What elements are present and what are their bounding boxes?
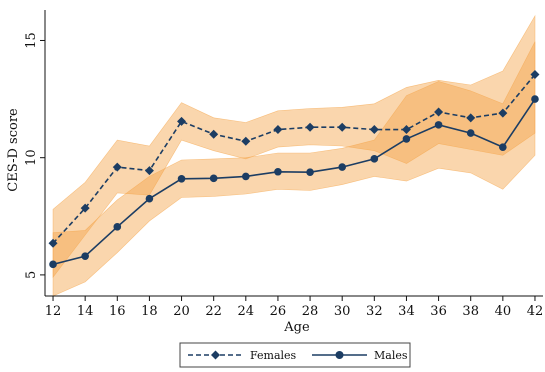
point-females-20: [177, 116, 187, 126]
point-males-32: [370, 155, 379, 163]
point-females-34: [401, 125, 411, 135]
y-tick-label-15: 15: [24, 32, 39, 49]
x-tick-label-14: 14: [77, 304, 94, 319]
point-males-30: [338, 163, 346, 171]
series-markers: [48, 69, 540, 269]
point-females-30: [337, 122, 347, 132]
point-males-16: [113, 223, 122, 231]
point-males-20: [177, 174, 186, 183]
point-females-42: [530, 69, 540, 79]
ci-band-males: [52, 41, 536, 297]
series-lines: [52, 73, 536, 266]
y-tick-label-5: 5: [24, 271, 39, 279]
x-tick-label-38: 38: [462, 304, 479, 319]
point-females-22: [209, 129, 219, 139]
legend-males-marker: [335, 351, 344, 359]
x-tick-label-32: 32: [366, 304, 383, 319]
point-females-18: [144, 166, 154, 176]
point-males-22: [209, 174, 218, 183]
x-tick-label-12: 12: [45, 304, 62, 319]
point-females-16: [112, 162, 122, 172]
point-females-12: [48, 238, 58, 248]
x-tick-label-34: 34: [398, 304, 415, 319]
point-females-14: [80, 203, 90, 213]
axes: 12 14 16 18 20 22 24 26 28 30 32 34 36 38 40 42 5 10 15: [24, 10, 543, 319]
series-line-males: [52, 98, 536, 266]
x-tick-label-40: 40: [495, 304, 512, 319]
point-males-12: [49, 260, 57, 269]
x-tick-label-42: 42: [527, 304, 544, 319]
x-tick-label-36: 36: [430, 304, 447, 319]
x-tick-label-22: 22: [205, 304, 222, 319]
legend-females-marker: [211, 350, 220, 360]
legend: Females Males: [179, 342, 411, 368]
point-females-32: [369, 125, 379, 135]
x-tick-label-28: 28: [302, 304, 319, 319]
point-males-28: [306, 168, 314, 177]
x-axis-label: Age: [283, 320, 310, 335]
x-tick-label-20: 20: [173, 304, 190, 319]
point-males-24: [242, 172, 250, 181]
point-males-42: [531, 95, 539, 103]
point-males-36: [434, 121, 443, 129]
point-males-26: [274, 167, 282, 176]
legend-females-label: Females: [250, 349, 297, 362]
confidence-bands: [52, 14, 536, 297]
x-tick-label-16: 16: [109, 304, 126, 319]
point-males-18: [145, 194, 154, 203]
point-females-36: [434, 107, 444, 117]
point-females-26: [273, 125, 283, 135]
point-females-28: [305, 122, 315, 132]
x-tick-label-18: 18: [141, 304, 158, 319]
y-tick-label-10: 10: [24, 149, 39, 166]
x-tick-label-24: 24: [238, 304, 255, 319]
y-axis-label: CES-D score: [6, 108, 21, 192]
point-males-14: [81, 252, 89, 260]
point-males-38: [466, 129, 475, 137]
point-males-34: [402, 135, 411, 143]
series-line-females: [52, 73, 536, 244]
point-males-40: [499, 143, 507, 151]
x-tick-label-26: 26: [270, 304, 287, 319]
point-females-38: [466, 113, 476, 123]
point-females-40: [498, 108, 508, 118]
legend-males-label: Males: [374, 349, 408, 362]
point-females-24: [241, 136, 251, 146]
x-tick-label-30: 30: [334, 304, 351, 319]
